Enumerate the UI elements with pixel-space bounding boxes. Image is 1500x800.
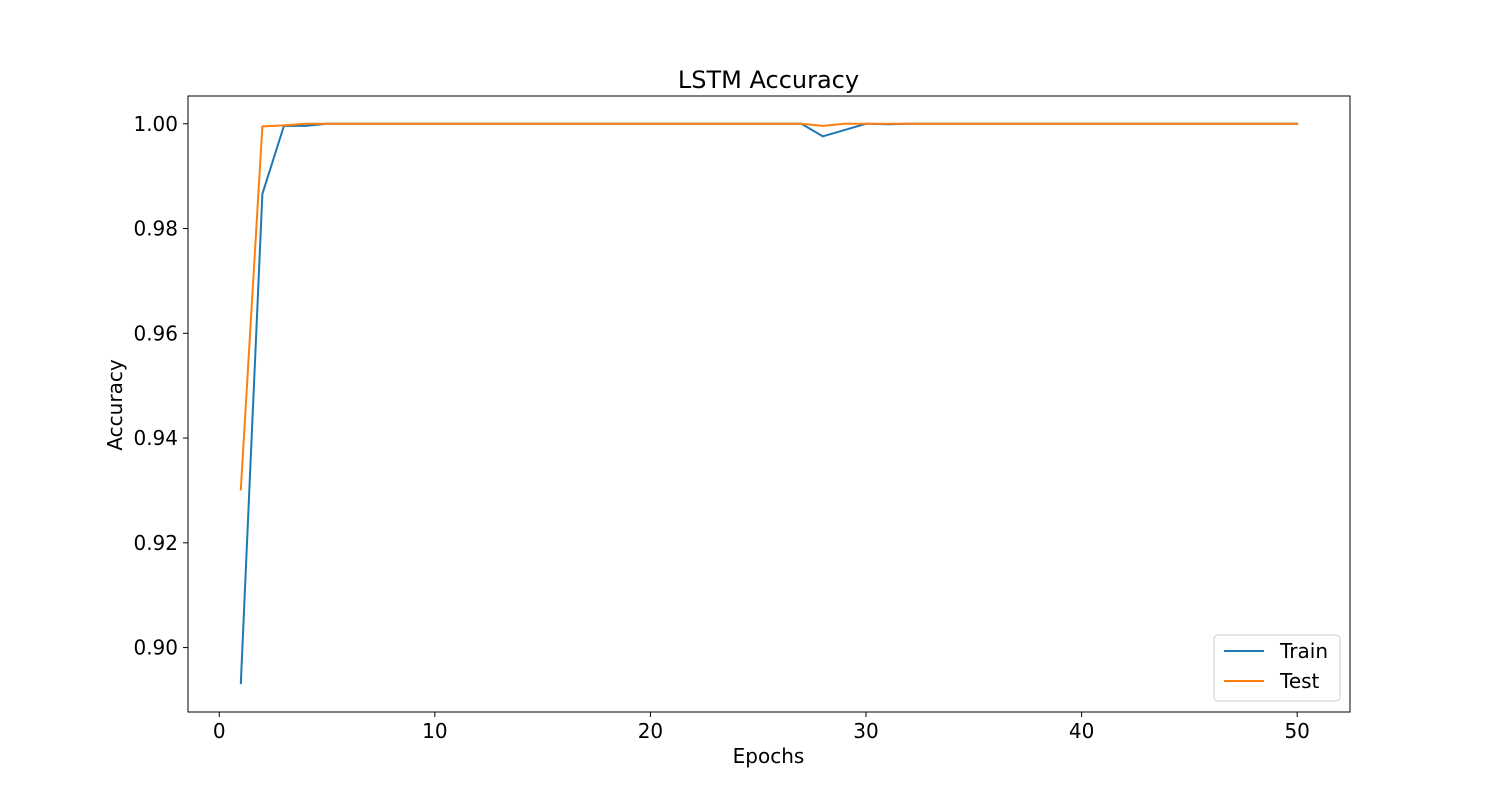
legend-label-test: Test [1279,669,1320,693]
series-lines [239,122,1299,685]
x-axis: 0 10 20 30 40 50 [213,712,1310,743]
y-tick-label: 1.00 [133,112,178,136]
legend-label-train: Train [1279,639,1328,663]
x-tick-label: 10 [422,719,447,743]
legend: Train Test [1213,634,1341,702]
y-tick-label: 0.92 [133,531,178,555]
y-tick-label: 0.94 [133,426,178,450]
series-line-train [239,122,1299,685]
series-line-test [239,122,1299,491]
y-axis-label: Accuracy [103,359,127,450]
y-axis: 0.90 0.92 0.94 0.96 0.98 1.00 [133,112,188,660]
x-axis-label: Epochs [733,744,805,768]
y-tick-label: 0.96 [133,321,178,345]
y-tick-label: 0.98 [133,217,178,241]
x-tick-label: 0 [213,719,226,743]
plot-frame [187,95,1351,713]
x-tick-label: 50 [1284,719,1309,743]
y-tick-label: 0.90 [133,636,178,660]
x-tick-label: 20 [638,719,663,743]
x-tick-label: 30 [853,719,878,743]
chart-title: LSTM Accuracy [678,66,859,94]
x-tick-label: 40 [1069,719,1094,743]
